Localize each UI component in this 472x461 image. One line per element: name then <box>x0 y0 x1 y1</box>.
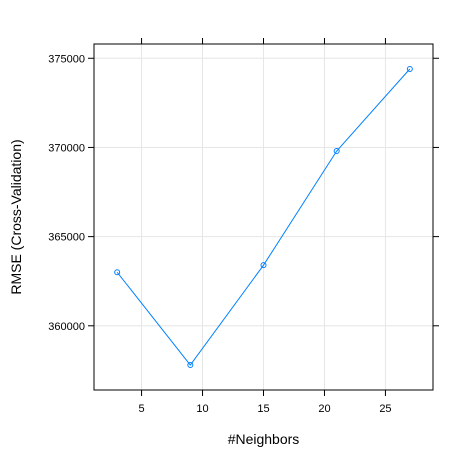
data-point <box>333 148 340 155</box>
data-point <box>406 65 413 72</box>
y-tick-label: 375000 <box>48 53 85 65</box>
series-line <box>116 68 411 366</box>
x-tick-label: 15 <box>257 403 269 415</box>
data-points <box>114 65 413 369</box>
y-tick-label: 370000 <box>48 142 85 154</box>
grid <box>94 44 433 390</box>
x-axis-label: #Neighbors <box>228 431 300 447</box>
y-axis-label: RMSE (Cross-Validation) <box>8 139 24 294</box>
x-tick-label: 10 <box>196 403 208 415</box>
data-point <box>187 362 194 369</box>
x-tick-label: 25 <box>379 403 391 415</box>
data-point <box>114 269 121 276</box>
series-line-layer <box>116 68 411 366</box>
y-tick-label: 365000 <box>48 232 85 244</box>
y-tick-label: 360000 <box>48 321 85 333</box>
tick-labels: 5 10 15 20 25 360000 365000 370000 375000 <box>48 53 391 415</box>
x-tick-label: 20 <box>318 403 330 415</box>
x-tick-label: 5 <box>138 403 144 415</box>
axis-ticks <box>88 38 439 396</box>
data-point <box>260 262 267 269</box>
